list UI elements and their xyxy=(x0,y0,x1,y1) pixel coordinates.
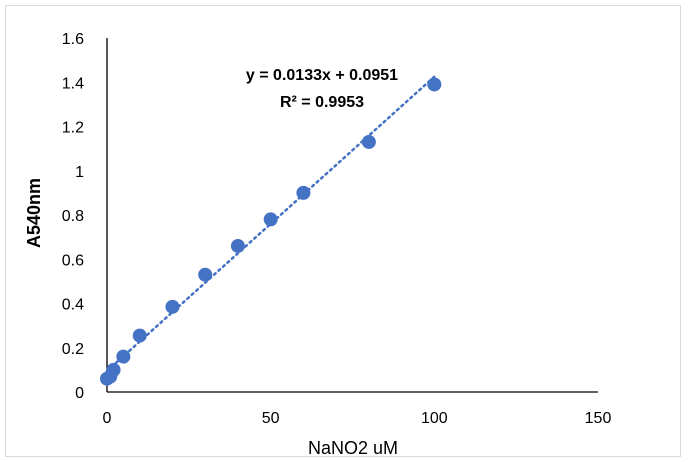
x-tick-label: 100 xyxy=(421,410,448,427)
axes xyxy=(106,38,598,393)
y-tick-label: 0.4 xyxy=(62,297,84,314)
y-axis-title: A540nm xyxy=(24,178,44,248)
data-point xyxy=(296,185,311,200)
data-point xyxy=(361,134,376,149)
y-tick-label: 1.4 xyxy=(62,75,84,92)
chart-area xyxy=(5,5,681,457)
data-point xyxy=(263,212,278,227)
y-tick-label: 0 xyxy=(75,385,84,402)
r-squared-label: R² = 0.9953 xyxy=(280,94,364,111)
x-tick-label: 0 xyxy=(103,410,112,427)
x-tick-label: 50 xyxy=(262,410,280,427)
data-point xyxy=(106,362,121,377)
x-tick-labels: 0 50 100 150 xyxy=(103,410,612,427)
y-tick-label: 1.2 xyxy=(62,120,84,137)
data-points xyxy=(100,77,442,386)
trendline-equation: y = 0.0133x + 0.0951 xyxy=(246,67,398,84)
data-point xyxy=(230,238,245,253)
x-axis-title: NaNO2 uM xyxy=(308,438,398,458)
data-point xyxy=(198,267,213,282)
data-point xyxy=(132,328,147,343)
y-tick-labels: 0 0.2 0.4 0.6 0.8 1 1.2 1.4 1.6 xyxy=(62,31,84,402)
data-point xyxy=(427,77,442,92)
y-tick-label: 0.2 xyxy=(62,341,84,358)
data-point xyxy=(116,349,131,364)
y-tick-label: 1.6 xyxy=(62,31,84,48)
trendline xyxy=(105,75,436,373)
y-tick-label: 0.6 xyxy=(62,252,84,269)
data-point xyxy=(165,299,180,314)
x-tick-label: 150 xyxy=(585,410,612,427)
y-tick-label: 0.8 xyxy=(62,208,84,225)
y-tick-label: 1 xyxy=(75,164,84,181)
